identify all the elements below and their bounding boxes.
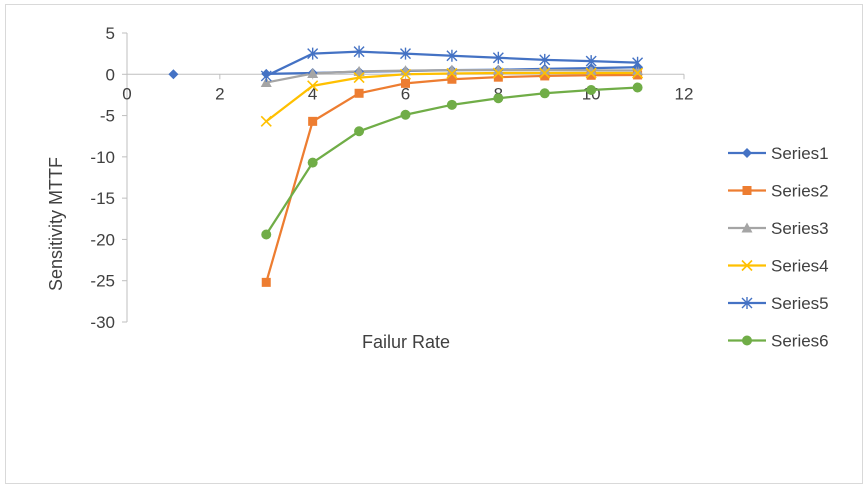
series-2-point <box>261 277 271 287</box>
legend-label: Series3 <box>771 219 829 238</box>
series-1-point <box>168 69 179 80</box>
series-5-point <box>260 69 272 82</box>
series-4-point <box>399 68 412 80</box>
series-6-point <box>354 126 365 137</box>
y-tick-label: -5 <box>100 107 115 126</box>
y-tick-label: 5 <box>106 24 115 43</box>
series-3-point <box>492 64 504 75</box>
legend-item: Series5 <box>728 294 829 313</box>
series-5-point <box>446 49 458 62</box>
sensitivity-line-chart: 50-5-10-15-20-25-30024681012 Failur Rate… <box>46 24 829 352</box>
x-tick-label: 12 <box>675 84 694 103</box>
series-5-point <box>353 45 365 58</box>
series-3-point <box>539 64 551 75</box>
series-2-point <box>493 72 503 82</box>
series-6-point <box>307 157 318 168</box>
series-3-point <box>446 64 458 75</box>
series-2-point <box>401 78 410 88</box>
series-4-point <box>585 67 597 79</box>
chart-frame: 50-5-10-15-20-25-30024681012 Failur Rate… <box>5 4 863 484</box>
legend-label: Series6 <box>771 332 829 351</box>
legend-swatch-marker <box>741 297 753 309</box>
series-5-point <box>585 55 597 68</box>
series-5-point <box>539 53 551 66</box>
series-6-point <box>400 109 411 120</box>
x-tick-label: 6 <box>401 84 410 103</box>
legend-label: Series1 <box>771 144 829 163</box>
legend-swatch-marker <box>742 335 752 346</box>
series-6-point <box>539 88 550 99</box>
series-5-point <box>492 51 504 64</box>
series-3-point <box>585 64 597 75</box>
x-axis-title: Failur Rate <box>362 332 450 352</box>
legend-swatch-marker <box>741 259 753 272</box>
series-2-point <box>586 70 596 80</box>
legend-label: Series2 <box>771 182 829 201</box>
legend-item: Series4 <box>728 257 829 276</box>
series-4-point <box>632 67 644 79</box>
series-5-point <box>307 47 319 60</box>
series-4-point <box>307 80 319 92</box>
y-tick-label: -25 <box>90 272 115 291</box>
series-5-point <box>632 56 644 69</box>
legend-swatch-marker <box>742 186 752 195</box>
x-tick-label: 2 <box>215 84 224 103</box>
series-2-point <box>308 116 318 126</box>
series-4-point <box>446 67 458 80</box>
series-3-point <box>307 67 319 78</box>
series-markers <box>168 45 644 287</box>
legend: Series1 Series2 Series3 Series4 Series5 Serie… <box>728 144 829 351</box>
series-3-point <box>260 77 272 88</box>
y-tick-label: -20 <box>90 230 115 249</box>
legend-swatch-marker <box>741 222 753 233</box>
legend-item: Series1 <box>728 144 829 163</box>
legend-label: Series4 <box>771 257 829 276</box>
y-tick-label: 0 <box>106 65 115 84</box>
x-tick-label: 0 <box>122 84 131 103</box>
series-6-point <box>586 84 597 95</box>
series-4-point <box>260 115 272 127</box>
legend-item: Series2 <box>728 182 829 201</box>
y-tick-label: -30 <box>90 313 115 332</box>
y-axis-title: Sensitivity MTTF <box>46 157 66 291</box>
series-4-point <box>353 72 365 84</box>
series-3-point <box>353 65 365 76</box>
series-5-point <box>400 47 411 60</box>
y-tick-label: -15 <box>90 189 115 208</box>
series-3-point <box>632 65 644 76</box>
series-6-point <box>261 229 272 240</box>
legend-swatch-marker <box>742 148 752 158</box>
series-6-point <box>493 93 504 104</box>
y-tick-label: -10 <box>90 148 115 167</box>
series-4-point <box>539 67 551 79</box>
series-2-point <box>354 88 364 98</box>
series-4-point <box>492 67 504 79</box>
legend-label: Series5 <box>771 294 829 313</box>
series-6-point <box>446 99 457 110</box>
series-2-point <box>447 74 457 84</box>
legend-item: Series6 <box>728 332 829 351</box>
x-tick-label: 4 <box>308 84 317 103</box>
series-6-point <box>632 82 643 93</box>
series-2-point <box>540 71 550 81</box>
legend-item: Series3 <box>728 219 829 238</box>
